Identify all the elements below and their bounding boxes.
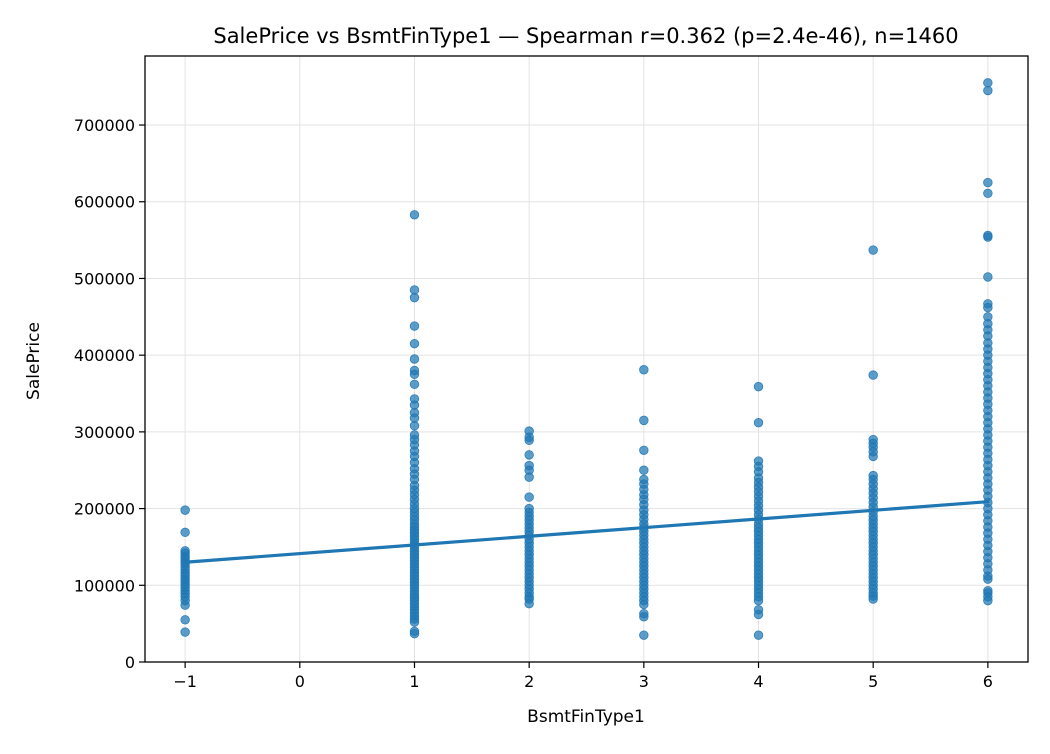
scatter-point [409,379,420,390]
y-tick-label: 600000 [74,193,135,212]
scatter-points [180,78,993,640]
x-tick-label: 6 [983,672,993,691]
scatter-point [983,272,993,282]
x-tick-label: −1 [173,672,197,691]
scatter-point [983,574,993,584]
scatter-point [180,615,190,625]
scatter-point [524,472,534,482]
scatter-point [868,451,878,462]
x-axis-ticks: −1 0 1 2 3 4 5 6 [173,662,993,691]
y-tick-label: 700000 [74,116,135,135]
grid [145,56,1028,663]
scatter-point [409,421,420,431]
scatter-point [753,609,764,620]
scatter-point [524,435,534,446]
scatter-point [639,465,649,475]
x-axis-label: BsmtFinType1 [527,707,645,727]
scatter-point [983,595,993,606]
scatter-point [524,492,534,502]
y-tick-label: 0 [125,653,135,672]
scatter-point [409,628,420,639]
scatter-point [639,599,649,610]
scatter-point [180,527,190,538]
scatter-point [409,354,420,364]
y-tick-label: 400000 [74,346,135,365]
x-tick-label: 4 [753,672,763,691]
y-tick-label: 300000 [74,423,135,442]
scatter-point [983,232,993,242]
scatter-point [180,505,190,515]
scatter-point [753,595,764,606]
scatter-point [983,188,993,199]
y-tick-label: 200000 [74,500,135,519]
scatter-point [983,177,993,188]
regression-line [183,499,990,564]
scatter-point [409,617,420,627]
scatter-point [868,245,878,255]
scatter-point [868,594,878,604]
scatter-point [524,450,534,460]
scatter-point [180,600,190,610]
scatter-point [983,85,993,96]
scatter-point [983,302,993,313]
y-tick-label: 100000 [74,576,135,595]
x-tick-label: 1 [409,672,419,691]
x-tick-label: 5 [868,672,878,691]
scatter-point [868,370,878,380]
x-tick-label: 2 [524,672,534,691]
y-axis-ticks: 0 100000 200000 300000 400000 500000 600000 700… [74,116,145,672]
scatter-point [180,627,190,637]
scatter-point [639,630,649,640]
scatter-point [753,381,764,392]
scatter-point [639,445,649,455]
scatter-point [639,612,649,622]
scatter-point [409,338,420,349]
chart-title: SalePrice vs BsmtFinType1 — Spearman r=0… [213,24,958,48]
y-axis-label: SalePrice [24,322,44,400]
x-tick-label: 3 [639,672,649,691]
scatter-point [753,417,764,428]
x-tick-label: 0 [295,672,305,691]
scatter-point [409,369,420,380]
scatter-point [639,415,649,426]
regression-line-group [183,499,990,564]
scatter-point [524,599,534,609]
scatter-point [409,210,420,220]
y-tick-label: 500000 [74,269,135,288]
scatter-point [753,630,764,640]
plot-frame [144,55,1029,663]
scatter-point [409,292,420,303]
scatter-point [639,365,649,375]
scatter-point [409,321,420,331]
